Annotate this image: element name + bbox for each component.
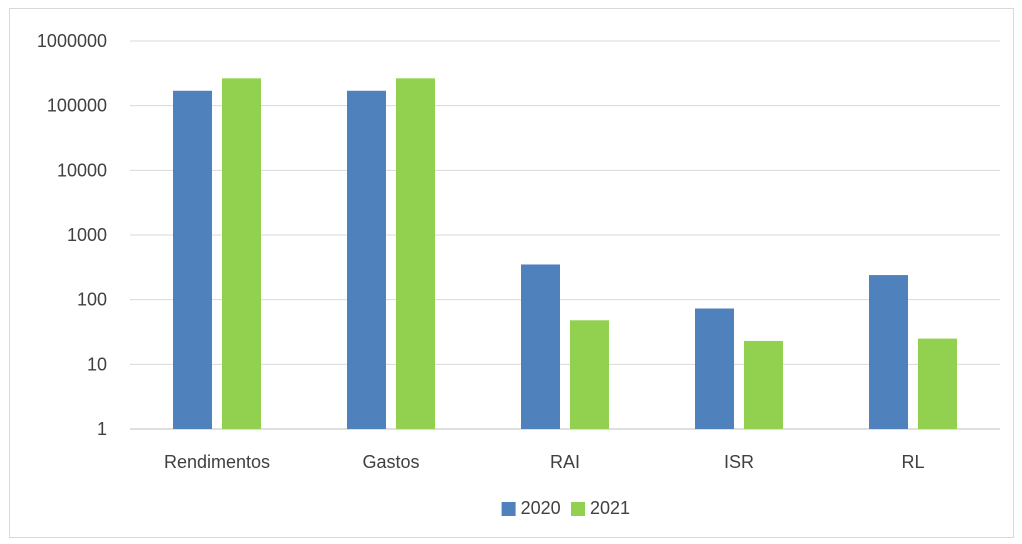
bars [173, 78, 957, 430]
bar-2020-gastos [347, 90, 386, 429]
y-tick-label: 10 [87, 354, 107, 374]
bar-2020-rl [869, 275, 908, 429]
y-tick-label: 100 [77, 290, 107, 310]
bar-2021-gastos [396, 78, 435, 430]
x-tick-label: Gastos [362, 452, 419, 472]
legend: 2020 2021 [501, 498, 630, 518]
bar-2021-isr [744, 340, 783, 429]
y-tick-label: 1000 [67, 225, 107, 245]
x-tick-label: RAI [550, 452, 580, 472]
x-axis: Rendimentos Gastos RAI ISR RL [164, 452, 925, 472]
y-tick-label: 10000 [57, 160, 107, 180]
bar-2021-rai [570, 320, 609, 429]
bar-chart: 1 10 100 1000 10000 100000 1000000 Rendimentos… [37, 31, 1000, 518]
x-tick-label: RL [901, 452, 924, 472]
y-tick-label: 100000 [47, 96, 107, 116]
bar-2020-rai [521, 264, 560, 429]
x-tick-label: Rendimentos [164, 452, 270, 472]
y-axis: 1 10 100 1000 10000 100000 1000000 [37, 31, 107, 439]
bar-2020-isr [695, 308, 734, 429]
legend-swatch-2020 [501, 502, 516, 516]
y-tick-label: 1000000 [37, 31, 107, 51]
chart-frame: 1 10 100 1000 10000 100000 1000000 Rendimentos… [9, 8, 1014, 538]
bar-2020-rendimentos [173, 90, 212, 429]
y-tick-label: 1 [97, 419, 107, 439]
bar-2021-rl [918, 338, 957, 429]
x-tick-label: ISR [724, 452, 754, 472]
legend-swatch-2021 [571, 502, 585, 516]
gridlines [130, 40, 1000, 430]
legend-label-2021: 2021 [590, 498, 630, 518]
legend-label-2020: 2020 [521, 498, 561, 518]
bar-2021-rendimentos [222, 78, 261, 430]
